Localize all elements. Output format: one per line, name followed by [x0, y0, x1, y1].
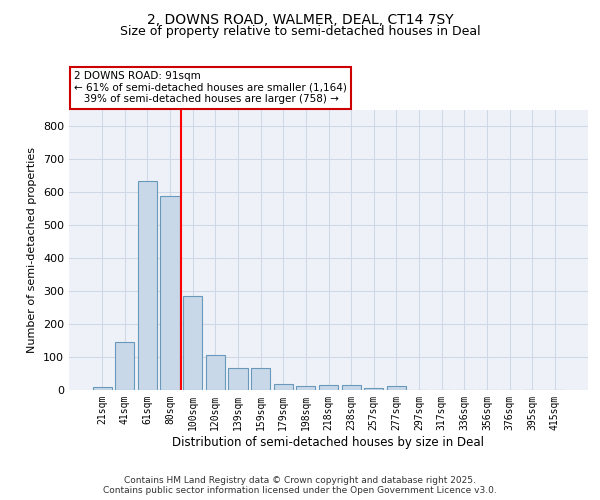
Y-axis label: Number of semi-detached properties: Number of semi-detached properties	[28, 147, 37, 353]
Bar	[341, 385, 361, 390]
Bar	[319, 385, 338, 390]
Text: Size of property relative to semi-detached houses in Deal: Size of property relative to semi-detach…	[119, 25, 481, 38]
Bar	[206, 356, 225, 390]
Bar	[364, 388, 383, 390]
Bar	[274, 384, 293, 390]
Bar	[92, 386, 112, 390]
Bar	[296, 386, 316, 390]
Bar	[251, 368, 270, 390]
Bar	[387, 386, 406, 390]
Bar	[183, 296, 202, 390]
Bar	[138, 181, 157, 390]
Text: 2, DOWNS ROAD, WALMER, DEAL, CT14 7SY: 2, DOWNS ROAD, WALMER, DEAL, CT14 7SY	[146, 12, 454, 26]
Text: Contains HM Land Registry data © Crown copyright and database right 2025.
Contai: Contains HM Land Registry data © Crown c…	[103, 476, 497, 495]
Bar	[160, 196, 180, 390]
Bar	[115, 342, 134, 390]
X-axis label: Distribution of semi-detached houses by size in Deal: Distribution of semi-detached houses by …	[173, 436, 485, 448]
Bar	[229, 368, 248, 390]
Text: 2 DOWNS ROAD: 91sqm
← 61% of semi-detached houses are smaller (1,164)
   39% of : 2 DOWNS ROAD: 91sqm ← 61% of semi-detach…	[74, 71, 347, 104]
